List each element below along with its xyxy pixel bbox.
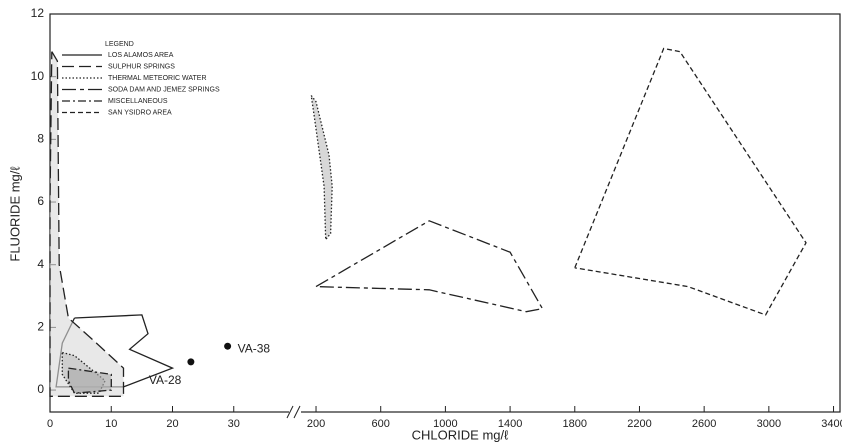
y-tick-label: 4 bbox=[37, 257, 44, 271]
y-tick-label: 10 bbox=[31, 69, 45, 83]
legend-title: LEGEND bbox=[105, 41, 134, 48]
series-envelope bbox=[574, 47, 807, 316]
x-tick-label: 1800 bbox=[563, 418, 587, 430]
x-tick-label: 3400 bbox=[821, 418, 842, 430]
x-tick-label: 600 bbox=[372, 418, 390, 430]
legend-label: LOS ALAMOS AREA bbox=[108, 52, 174, 59]
y-tick-label: 6 bbox=[37, 194, 44, 208]
x-tick-label: 3000 bbox=[757, 418, 781, 430]
axis-break bbox=[286, 405, 301, 419]
legend-label: THERMAL METEORIC WATER bbox=[108, 75, 207, 82]
point-label: VA-38 bbox=[238, 341, 271, 355]
legend-label: SULPHUR SPRINGS bbox=[108, 63, 175, 70]
x-tick-label: 1000 bbox=[433, 418, 457, 430]
x-tick-label: 1400 bbox=[498, 418, 522, 430]
y-tick-label: 2 bbox=[37, 320, 44, 334]
series-envelope bbox=[49, 51, 125, 397]
x-tick-label: 0 bbox=[47, 418, 53, 430]
y-tick-label: 12 bbox=[31, 6, 45, 20]
series-envelope bbox=[61, 95, 333, 394]
legend-label: MISCELLANEOUS bbox=[108, 98, 168, 105]
series-envelope bbox=[67, 367, 112, 394]
point-label: VA-28 bbox=[149, 373, 182, 387]
x-tick-label: 200 bbox=[307, 418, 325, 430]
x-tick-label: 2600 bbox=[692, 418, 716, 430]
y-tick-label: 8 bbox=[37, 132, 44, 146]
legend-label: SAN YSIDRO AREA bbox=[108, 109, 172, 116]
sample-point bbox=[224, 342, 232, 350]
y-axis-label: FLUORIDE mg/ℓ bbox=[7, 166, 22, 262]
x-axis-label: CHLORIDE mg/ℓ bbox=[412, 427, 509, 442]
x-tick-label: 2200 bbox=[627, 418, 651, 430]
legend-label: SODA DAM AND JEMEZ SPRINGS bbox=[108, 86, 220, 93]
y-tick-label: 0 bbox=[37, 382, 44, 396]
sample-point bbox=[187, 358, 195, 366]
x-tick-label: 30 bbox=[228, 418, 240, 430]
plot-frame bbox=[49, 13, 841, 413]
x-tick-label: 10 bbox=[105, 418, 117, 430]
series-envelope bbox=[315, 220, 544, 313]
x-tick-label: 20 bbox=[166, 418, 178, 430]
